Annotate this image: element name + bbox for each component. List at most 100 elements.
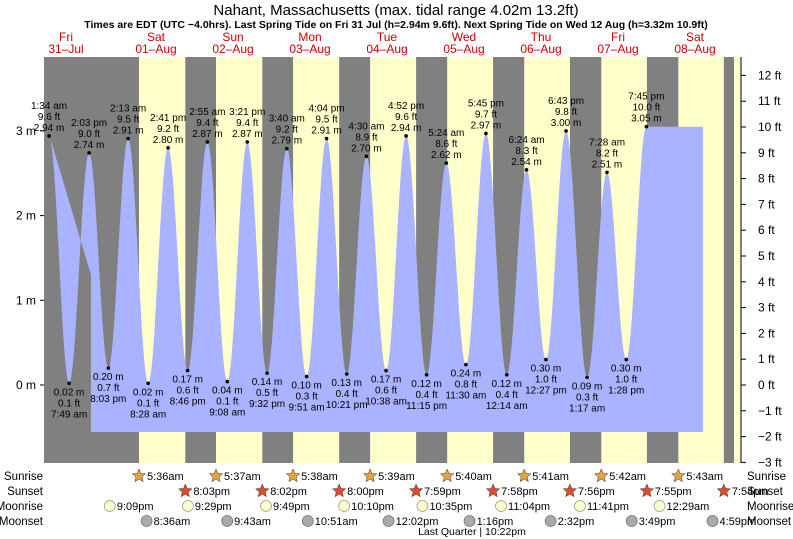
- right-axis-tick: 10 ft: [758, 120, 782, 134]
- tide-time-label: 6:24 am: [508, 135, 544, 146]
- tide-m-label: 2.74 m: [74, 140, 105, 151]
- tide-point: [544, 357, 548, 362]
- moonrise-icon: [260, 500, 272, 512]
- tide-m-label: 2.70 m: [351, 143, 382, 154]
- tide-ft-label: 9.2 ft: [276, 125, 298, 136]
- tide-point: [47, 134, 51, 138]
- tide-point: [484, 131, 488, 136]
- sunrise-time: 5:42am: [609, 471, 646, 483]
- tide-time-label: 4:52 pm: [388, 101, 424, 112]
- sunset-time: 8:02pm: [270, 486, 307, 498]
- tide-time-label: 5:24 am: [428, 128, 464, 139]
- day-name-label: Mon: [298, 30, 321, 44]
- tide-time-label: 4:30 am: [348, 121, 384, 132]
- tide-point: [524, 168, 529, 172]
- axes-layer: Fri31–JulSat01–AugSun02–AugMon03–AugTue0…: [16, 30, 782, 469]
- star-icon: [485, 483, 501, 498]
- tide-m-label: 2.94 m: [391, 123, 422, 134]
- tide-time-label: 2:03 pm: [71, 118, 107, 129]
- tide-m-label: 0.20 m: [93, 372, 124, 383]
- tide-ft-label: 8.2 ft: [596, 148, 618, 159]
- tide-point: [304, 374, 309, 379]
- sunset-time: 7:56pm: [578, 486, 615, 498]
- right-axis-strip: [734, 57, 741, 463]
- tide-time-label: 12:27 pm: [525, 386, 567, 397]
- tide-m-label: 2.91 m: [311, 126, 342, 137]
- tide-point: [106, 366, 111, 370]
- tide-time-label: 7:49 am: [51, 409, 87, 420]
- right-axis-tick: 2 ft: [758, 326, 775, 340]
- day-name-label: Sat: [686, 30, 705, 44]
- chart-title: Nahant, Massachusetts (max. tidal range …: [213, 2, 578, 19]
- tide-m-label: 0.09 m: [572, 381, 603, 392]
- tide-ft-label: 8.6 ft: [435, 139, 457, 150]
- row-label-left: Moonset: [0, 516, 44, 528]
- day-name-label: Sat: [147, 30, 166, 44]
- left-axis-tick: 0 m: [16, 378, 36, 392]
- tide-point: [284, 146, 289, 151]
- tide-time-label: 9:51 am: [289, 403, 325, 414]
- sunrise-time: 5:40am: [455, 471, 492, 483]
- tide-ft-label: 10.0 ft: [632, 103, 660, 114]
- tide-time-label: 3:40 am: [269, 114, 305, 125]
- tide-point: [205, 140, 210, 144]
- tide-ft-label: 0.3 ft: [576, 392, 598, 403]
- tide-ft-label: 9.6 ft: [38, 112, 60, 123]
- row-label-right: Moonrise: [747, 501, 793, 513]
- tide-time-label: 1:34 am: [31, 101, 67, 112]
- tide-m-label: 0.30 m: [531, 364, 562, 375]
- right-axis-tick: 7 ft: [758, 197, 775, 211]
- tide-m-label: 3.00 m: [551, 118, 582, 129]
- tide-time-label: 1:17 am: [569, 403, 605, 414]
- tide-m-label: 0.30 m: [611, 364, 642, 375]
- star-icon: [362, 468, 378, 483]
- tide-m-label: 0.13 m: [331, 378, 362, 389]
- moon-phase-label: Last Quarter | 10:22pm: [418, 526, 526, 538]
- tide-time-label: 12:14 am: [486, 401, 528, 412]
- day-date-label: 04–Aug: [366, 42, 407, 56]
- moonset-time: 4:59pm: [719, 516, 756, 528]
- tide-time-label: 2:41 pm: [150, 113, 186, 124]
- moonrise-time: 9:49pm: [273, 501, 310, 513]
- tide-m-label: 0.17 m: [371, 375, 402, 386]
- right-axis-tick: 9 ft: [758, 146, 775, 160]
- tide-point: [126, 136, 130, 141]
- moonrise-icon: [338, 500, 351, 512]
- sunset-time: 7:58pm: [501, 486, 538, 498]
- day-name-label: Wed: [452, 30, 476, 44]
- tide-ft-label: 9.4 ft: [196, 118, 218, 129]
- tide-m-label: 2.94 m: [34, 123, 65, 134]
- moonset-icon: [140, 515, 153, 527]
- tide-time-label: 10:38 am: [365, 397, 407, 408]
- tide-ft-label: 9.5 ft: [315, 115, 337, 126]
- tide-ft-label: 0.4 ft: [496, 390, 518, 401]
- moonset-time: 2:32pm: [558, 516, 595, 528]
- tide-point: [464, 362, 468, 367]
- tide-ft-label: 0.4 ft: [336, 389, 358, 400]
- star-icon: [562, 483, 578, 498]
- tide-time-label: 2:55 am: [189, 107, 225, 118]
- sunset-time: 7:55pm: [655, 486, 692, 498]
- moonset-time: 10:51am: [315, 516, 358, 528]
- day-date-label: 01–Aug: [135, 42, 176, 56]
- tide-ft-label: 9.2 ft: [157, 124, 179, 135]
- sunset-time: 7:54pm: [732, 486, 769, 498]
- sunrise-time: 5:41am: [532, 471, 569, 483]
- tide-time-label: 1:28 pm: [608, 386, 644, 397]
- tide-point: [585, 375, 589, 380]
- right-axis-tick: −2 ft: [758, 430, 782, 444]
- moonrise-icon: [103, 500, 116, 512]
- tide-m-label: 0.10 m: [291, 381, 322, 392]
- moonrise-icon: [574, 500, 586, 512]
- day-date-label: 07–Aug: [597, 42, 638, 56]
- tide-time-label: 9:32 pm: [249, 399, 285, 410]
- tide-time-label: 8:03 pm: [90, 394, 126, 405]
- sunrise-time: 5:38am: [301, 471, 338, 483]
- star-icon: [639, 483, 655, 498]
- tide-ft-label: 0.5 ft: [256, 388, 278, 399]
- moonrise-time: 9:09pm: [117, 501, 154, 513]
- tide-m-label: 2.87 m: [192, 129, 223, 140]
- right-axis-tick: 5 ft: [758, 249, 775, 263]
- tide-ft-label: 0.1 ft: [216, 397, 238, 408]
- tide-m-label: 2.80 m: [153, 135, 184, 146]
